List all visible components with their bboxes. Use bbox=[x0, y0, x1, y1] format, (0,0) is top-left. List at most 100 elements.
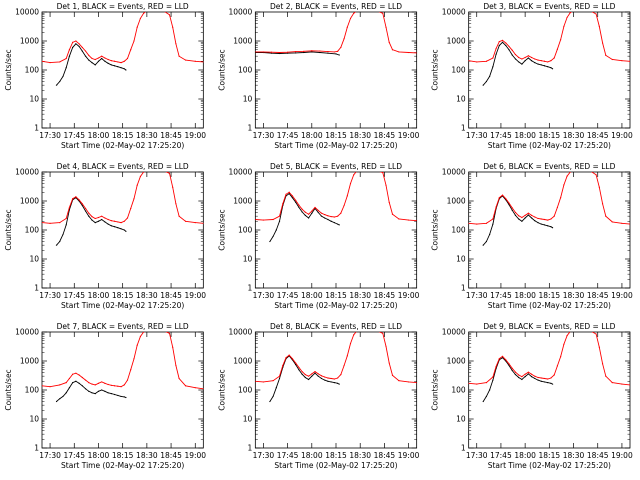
data-point bbox=[94, 393, 96, 395]
y-tick-label: 1000 bbox=[233, 37, 252, 46]
data-point bbox=[385, 345, 387, 347]
data-point bbox=[530, 373, 533, 375]
data-point bbox=[550, 226, 552, 228]
data-point bbox=[107, 223, 109, 225]
data-point bbox=[295, 201, 297, 203]
data-point bbox=[262, 381, 264, 383]
y-axis-label: Counts/sec bbox=[4, 209, 13, 250]
data-point bbox=[521, 375, 523, 378]
data-point bbox=[168, 332, 171, 334]
data-point bbox=[598, 346, 600, 348]
data-point bbox=[408, 219, 410, 221]
data-point bbox=[320, 375, 323, 377]
data-point bbox=[319, 51, 321, 54]
series-line-events bbox=[56, 380, 127, 402]
data-point bbox=[534, 375, 536, 377]
data-point bbox=[508, 202, 510, 204]
data-point bbox=[194, 60, 196, 62]
x-tick-label: 18:45 bbox=[160, 291, 182, 300]
data-point bbox=[629, 384, 630, 386]
data-point bbox=[560, 39, 562, 41]
x-tick-label: 17:30 bbox=[253, 131, 275, 140]
data-point bbox=[282, 364, 284, 367]
data-point bbox=[530, 60, 533, 62]
y-axis-label: Counts/sec bbox=[431, 49, 440, 90]
y-axis-label: Counts/sec bbox=[431, 369, 440, 410]
data-point bbox=[178, 377, 180, 380]
x-tick-label: 17:30 bbox=[253, 291, 275, 300]
data-point bbox=[49, 222, 51, 224]
data-point bbox=[311, 51, 313, 53]
data-point bbox=[178, 55, 180, 57]
y-tick-label: 1 bbox=[248, 284, 253, 293]
data-point bbox=[120, 386, 122, 388]
data-point bbox=[97, 382, 100, 384]
data-point bbox=[543, 377, 546, 380]
x-tick-label: 18:30 bbox=[349, 451, 371, 460]
data-point bbox=[78, 45, 80, 48]
data-point bbox=[291, 358, 294, 360]
data-point bbox=[391, 49, 394, 51]
data-point bbox=[123, 384, 125, 386]
data-point bbox=[338, 224, 340, 226]
data-point bbox=[133, 40, 135, 42]
x-tick-label: 18:00 bbox=[514, 131, 536, 140]
series-line-events bbox=[269, 355, 340, 402]
data-point bbox=[55, 244, 58, 246]
data-point bbox=[416, 220, 417, 222]
data-point bbox=[501, 357, 504, 359]
data-point bbox=[343, 364, 345, 367]
data-point bbox=[311, 212, 313, 214]
data-point bbox=[391, 213, 394, 215]
data-point bbox=[324, 379, 326, 381]
data-point bbox=[172, 186, 174, 188]
x-tick-label: 18:45 bbox=[374, 291, 396, 300]
data-point bbox=[524, 56, 526, 59]
data-point bbox=[338, 383, 340, 385]
data-point bbox=[269, 240, 271, 243]
plot-frame bbox=[41, 11, 204, 129]
x-tick-label: 17:45 bbox=[277, 131, 299, 140]
data-point bbox=[349, 17, 352, 20]
data-point bbox=[598, 25, 600, 27]
data-point bbox=[65, 381, 67, 384]
data-point bbox=[107, 392, 109, 394]
data-point bbox=[255, 218, 256, 221]
x-tick-label: 17:30 bbox=[466, 291, 488, 300]
data-point bbox=[272, 218, 274, 221]
data-point bbox=[110, 225, 112, 227]
data-point bbox=[68, 387, 71, 389]
x-tick-label: 18:30 bbox=[563, 451, 585, 460]
data-point bbox=[298, 206, 300, 209]
y-tick-label: 10 bbox=[456, 415, 466, 424]
y-tick-label: 10000 bbox=[15, 328, 39, 337]
plot-frame bbox=[254, 331, 418, 449]
data-point bbox=[543, 60, 546, 62]
data-point bbox=[551, 227, 554, 229]
data-point bbox=[508, 204, 510, 206]
data-point bbox=[126, 57, 129, 60]
panel-det9: Det 9, BLACK = Events, RED = LLD 1 10 100 10… bbox=[431, 322, 633, 470]
data-point bbox=[110, 64, 112, 66]
x-tick-label: 18:15 bbox=[325, 451, 347, 460]
data-point bbox=[59, 384, 61, 386]
data-point bbox=[495, 206, 497, 208]
x-tick-label: 19:00 bbox=[398, 131, 420, 140]
data-point bbox=[563, 184, 565, 186]
plot-frame bbox=[254, 171, 418, 289]
data-point bbox=[388, 41, 390, 43]
data-point bbox=[120, 67, 122, 69]
data-point bbox=[143, 172, 145, 173]
data-point bbox=[120, 395, 122, 398]
data-point bbox=[485, 60, 488, 62]
x-axis-label: Start Time (02-May-02 17:25:20) bbox=[488, 141, 611, 150]
data-point bbox=[55, 84, 58, 86]
data-point bbox=[178, 215, 180, 217]
y-axis-label: Counts/sec bbox=[217, 369, 226, 410]
data-point bbox=[505, 42, 507, 44]
data-point bbox=[91, 219, 93, 221]
chart-title: Det 7, BLACK = Events, RED = LLD bbox=[57, 322, 189, 331]
data-point bbox=[307, 213, 310, 215]
data-point bbox=[527, 55, 529, 57]
